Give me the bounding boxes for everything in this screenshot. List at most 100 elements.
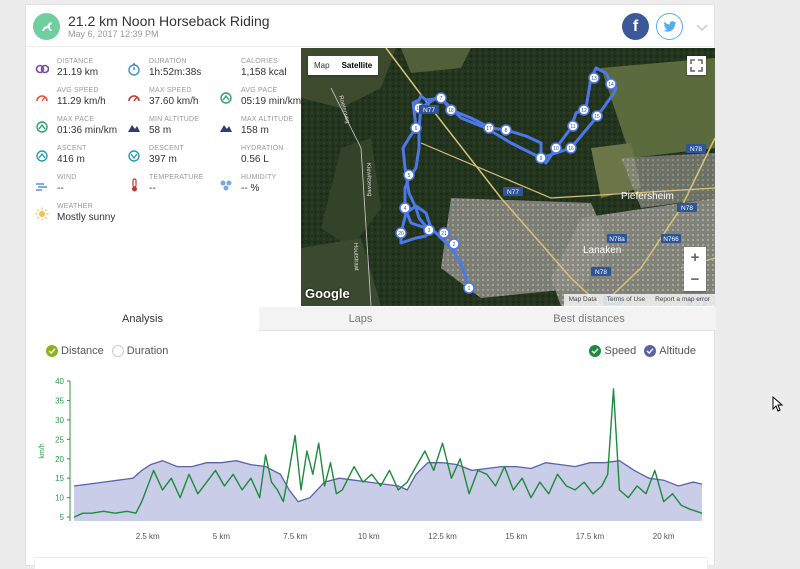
zoom-in-button[interactable]: + [690, 249, 700, 266]
km-marker[interactable]: 14 [605, 78, 617, 90]
stat-label: TEMPERATURE [149, 174, 204, 181]
stat-label: AVG SPEED [57, 87, 99, 94]
stat-label: ASCENT [57, 145, 87, 152]
route-map[interactable]: 123456789101112131415161718192021 Piefer… [301, 48, 715, 306]
road-shield: N78 [686, 144, 706, 153]
x-tick-label: 5 km [213, 532, 231, 541]
activity-header: 21.2 km Noon Horseback Riding May 6, 201… [26, 5, 716, 47]
twitter-share-button[interactable] [656, 13, 683, 40]
km-markers: 123456789101112131415161718192021 [395, 72, 617, 294]
stat-label: HUMIDITY [241, 174, 277, 181]
km-marker[interactable]: 10 [550, 142, 562, 154]
mountain-icon [219, 120, 233, 134]
km-marker-label: 5 [408, 173, 411, 179]
legend-distance[interactable]: Distance [46, 345, 104, 357]
km-marker[interactable]: 11 [567, 120, 579, 132]
km-marker[interactable]: 2 [448, 238, 460, 250]
km-marker[interactable]: 6 [410, 122, 422, 134]
km-marker[interactable]: 1 [463, 282, 475, 294]
stat-value: 11.29 km/h [57, 96, 106, 107]
fullscreen-button[interactable] [687, 56, 706, 75]
stat-distance: DISTANCE 21.19 km [31, 58, 123, 86]
pace-icon [219, 91, 233, 105]
km-marker-label: 17 [486, 126, 492, 132]
km-marker[interactable]: 15 [591, 110, 603, 122]
map-data-link[interactable]: Map Data [568, 296, 597, 303]
legend-distance-label: Distance [61, 345, 104, 357]
map-type-toggle[interactable]: Map Satellite [308, 56, 379, 75]
twitter-icon [663, 20, 676, 32]
stat-label: WEATHER [57, 203, 93, 210]
stat-ascent: ASCENT 416 m [31, 145, 123, 173]
analysis-chart[interactable]: 5 10 15 20 25 30 35 40 km/h 2.5 km 5 km 7.5 km 10 km… [26, 373, 716, 545]
km-marker-label: 21 [441, 231, 447, 237]
road-label: N77 [423, 107, 435, 114]
chevron-down-icon[interactable] [696, 19, 708, 37]
km-marker[interactable]: 17 [483, 122, 495, 134]
map-type-satellite[interactable]: Satellite [341, 61, 373, 70]
zoom-controls: + − [684, 247, 706, 291]
legend-altitude-label: Altitude [659, 345, 696, 357]
stat-weather: WEATHER Mostly sunny [31, 203, 123, 231]
stopwatch-icon [127, 62, 141, 76]
road-shield: N766 [661, 234, 681, 243]
km-marker[interactable]: 7 [435, 92, 447, 104]
stat-duration: DURATION 1h:52m:38s [123, 58, 215, 86]
stat-max-altitude: MAX ALTITUDE 158 m [215, 116, 307, 144]
km-marker[interactable]: 3 [423, 224, 435, 236]
speed-series-line[interactable] [73, 388, 703, 518]
altitude-series-line[interactable] [73, 460, 703, 503]
town-label: Lanaken [583, 245, 621, 256]
km-marker[interactable]: 16 [565, 142, 577, 154]
drops-icon [219, 149, 233, 163]
terms-link[interactable]: Terms of Use [606, 296, 646, 303]
km-marker[interactable]: 9 [535, 152, 547, 164]
stat-label: MIN ALTITUDE [149, 116, 200, 123]
distance-icon [35, 62, 50, 76]
km-marker[interactable]: 12 [578, 104, 590, 116]
legend-altitude[interactable]: Altitude [644, 345, 696, 357]
report-error-link[interactable]: Report a map error [655, 296, 710, 303]
stat-value: 21.19 km [57, 67, 99, 78]
altitude-area[interactable] [74, 460, 702, 521]
km-marker[interactable]: 4 [399, 202, 411, 214]
km-marker-label: 10 [553, 146, 559, 152]
km-marker[interactable]: 5 [403, 169, 415, 181]
stat-value: 158 m [241, 125, 269, 136]
km-marker[interactable]: 8 [500, 124, 512, 136]
tab-best-distances[interactable]: Best distances [462, 307, 716, 331]
km-marker[interactable]: 18 [445, 104, 457, 116]
stat-label: MAX ALTITUDE [241, 116, 294, 123]
km-marker-label: 4 [404, 206, 407, 212]
map-canvas[interactable]: 123456789101112131415161718192021 Piefer… [301, 48, 715, 306]
road-label: N766 [663, 236, 679, 243]
stat-max-speed: MAX SPEED 37.60 km/h [123, 87, 215, 115]
stat-value: 416 m [57, 154, 85, 165]
road-shield: N77 [503, 187, 523, 196]
map-type-map[interactable]: Map [314, 61, 330, 70]
facebook-share-button[interactable]: f [622, 13, 649, 40]
km-marker[interactable]: 21 [438, 227, 450, 239]
legend-duration[interactable]: Duration [111, 345, 168, 357]
tab-laps[interactable]: Laps [259, 307, 462, 331]
x-tick-label: 10 km [358, 532, 380, 541]
legend-speed-label: Speed [604, 345, 637, 357]
km-marker[interactable]: 20 [395, 227, 407, 239]
tab-analysis[interactable]: Analysis [26, 307, 259, 331]
gauge-icon [35, 91, 49, 105]
humidity-icon [219, 178, 233, 192]
km-marker-label: 16 [568, 146, 574, 152]
y-tick-label: 20 [55, 455, 64, 464]
km-marker[interactable]: 13 [588, 72, 600, 84]
y-tick-label: 15 [55, 474, 64, 483]
stat-avg-speed: AVG SPEED 11.29 km/h [31, 87, 123, 115]
zoom-out-button[interactable]: − [690, 271, 700, 288]
horse-riding-icon [33, 13, 60, 40]
map-footer: Map Data Terms of Use Report a map error [563, 294, 715, 306]
y-tick-label: 40 [55, 377, 64, 386]
thermometer-icon [127, 178, 141, 192]
km-marker-label: 11 [570, 124, 575, 130]
activity-title: 21.2 km Noon Horseback Riding [68, 13, 270, 29]
km-marker-label: 7 [440, 96, 443, 102]
legend-speed[interactable]: Speed [589, 345, 636, 357]
